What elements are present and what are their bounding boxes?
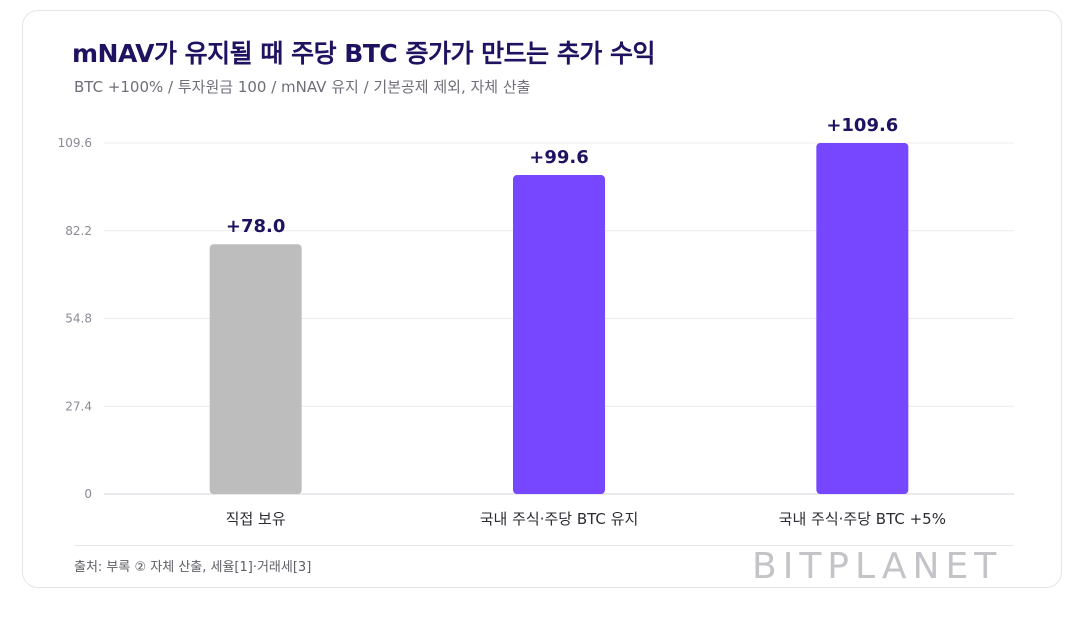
x-category-label: 국내 주식·주당 BTC +5% bbox=[779, 510, 946, 528]
data-label: +99.6 bbox=[529, 147, 589, 168]
footer-divider bbox=[74, 545, 1014, 546]
y-tick-label: 82.2 bbox=[65, 224, 92, 238]
y-tick-label: 0 bbox=[84, 487, 92, 501]
x-category-label: 국내 주식·주당 BTC 유지 bbox=[480, 510, 639, 528]
y-tick-label: 27.4 bbox=[65, 399, 92, 413]
data-label: +78.0 bbox=[226, 216, 286, 237]
chart-subtitle: BTC +100% / 투자원금 100 / mNAV 유지 / 기본공제 제외… bbox=[74, 78, 531, 96]
brand-logo: BITPLANET bbox=[752, 546, 1003, 587]
y-tick-label: 109.6 bbox=[58, 136, 92, 150]
x-category-label: 직접 보유 bbox=[226, 510, 286, 528]
data-label: +109.6 bbox=[826, 115, 898, 136]
chart-title: mNAV가 유지될 때 주당 BTC 증가가 만드는 추가 수익 bbox=[72, 39, 656, 68]
bar bbox=[816, 143, 909, 494]
bar bbox=[513, 175, 605, 494]
source-note: 출처: 부록 ② 자체 산출, 세율[1]·거래세[3] bbox=[74, 560, 312, 575]
y-tick-label: 54.8 bbox=[65, 312, 92, 326]
bar bbox=[209, 244, 302, 494]
